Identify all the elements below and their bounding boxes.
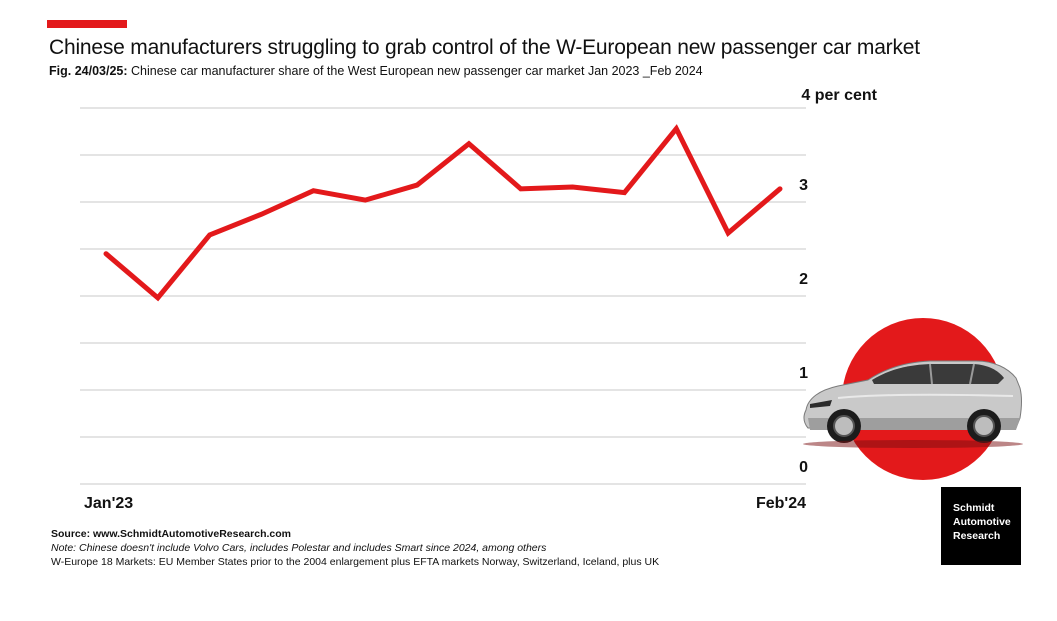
x-tick-labels: Jan'23 Feb'24 bbox=[84, 495, 806, 512]
markets-line: W-Europe 18 Markets: EU Member States pr… bbox=[51, 556, 660, 568]
chart-subtitle: Fig. 24/03/25: Chinese car manufacturer … bbox=[49, 64, 703, 78]
series-layer bbox=[103, 124, 783, 302]
brand-line-1: Schmidt bbox=[953, 502, 995, 514]
y-tick-label: 2 bbox=[799, 271, 808, 288]
chart-title: Chinese manufacturers struggling to grab… bbox=[49, 36, 920, 59]
y-tick-label: 1 bbox=[799, 365, 808, 382]
car-icon bbox=[803, 360, 1023, 448]
y-tick-label: 0 bbox=[799, 459, 808, 476]
y-tick-label: 4 per cent bbox=[801, 87, 877, 104]
note-line: Note: Chinese doesn't include Volvo Cars… bbox=[51, 542, 547, 554]
chart-footer: Source: www.SchmidtAutomotiveResearch.co… bbox=[51, 527, 659, 569]
brand-line-2: Automotive bbox=[953, 516, 1011, 528]
x-tick-label-end: Feb'24 bbox=[756, 495, 806, 512]
accent-bar bbox=[47, 20, 127, 28]
figure-label: Fig. 24/03/25: bbox=[49, 64, 128, 78]
y-tick-label: 3 bbox=[799, 177, 808, 194]
x-tick-label-start: Jan'23 bbox=[84, 495, 133, 512]
car-illustration bbox=[798, 318, 1028, 480]
series-line bbox=[103, 124, 783, 302]
y-tick-labels: 0 1 2 3 4 per cent bbox=[799, 87, 878, 476]
brand-logo: Schmidt Automotive Research bbox=[941, 487, 1021, 565]
brand-line-3: Research bbox=[953, 530, 1001, 542]
subtitle-text: Chinese car manufacturer share of the We… bbox=[131, 64, 703, 78]
source-line: Source: www.SchmidtAutomotiveResearch.co… bbox=[51, 528, 291, 540]
gridlines bbox=[80, 107, 806, 485]
